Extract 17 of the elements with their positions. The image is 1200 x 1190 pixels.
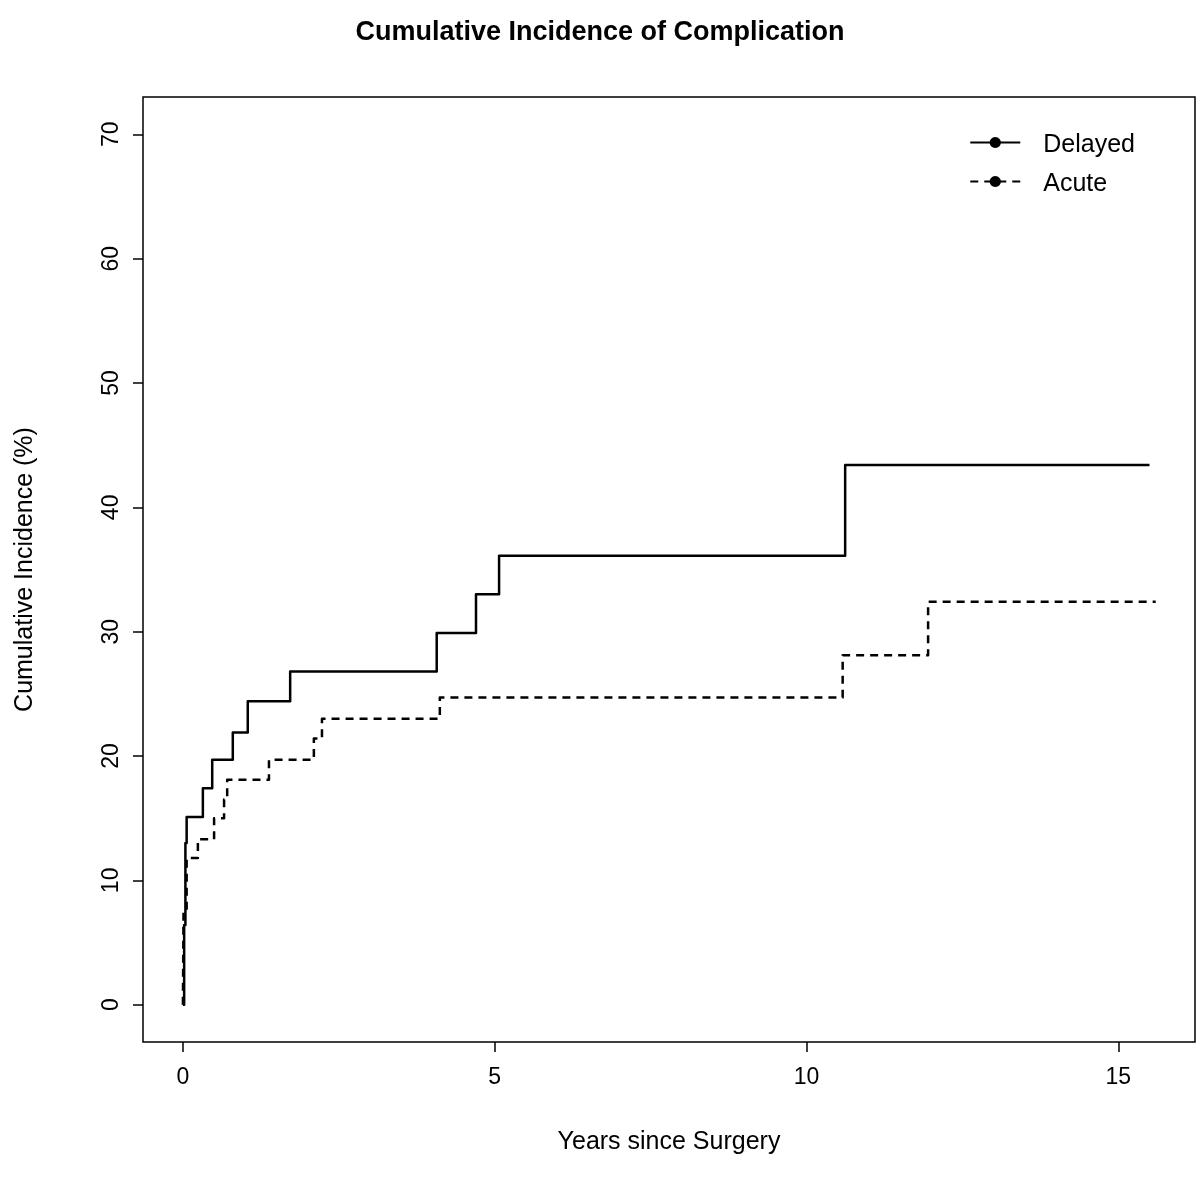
x-tick-label: 10	[793, 1062, 820, 1089]
x-tick-label: 0	[176, 1062, 190, 1089]
y-tick-label: 0	[96, 998, 123, 1012]
y-tick-label: 20	[96, 743, 123, 769]
x-axis-title: Years since Surgery	[557, 1125, 781, 1154]
y-tick-label: 60	[96, 245, 123, 272]
y-tick-label: 70	[96, 121, 123, 148]
chart-title: Cumulative Incidence of Complication	[355, 15, 845, 46]
y-tick-label: 10	[96, 867, 123, 894]
y-axis-title: Cumulative Incidence (%)	[8, 427, 37, 712]
x-tick-label: 15	[1105, 1062, 1132, 1089]
y-tick-label: 30	[96, 618, 123, 645]
y-tick-label: 40	[96, 494, 123, 521]
x-tick-label: 5	[488, 1062, 502, 1089]
legend-label: Delayed	[1043, 128, 1136, 157]
legend-label: Acute	[1043, 167, 1108, 196]
y-tick-label: 50	[96, 370, 123, 396]
